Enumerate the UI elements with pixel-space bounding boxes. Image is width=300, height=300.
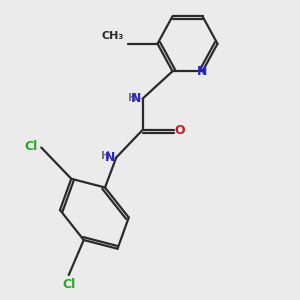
Text: H: H <box>101 151 111 161</box>
Text: Cl: Cl <box>24 140 38 153</box>
Text: N: N <box>105 151 115 164</box>
Text: N: N <box>131 92 141 105</box>
Text: CH₃: CH₃ <box>101 31 124 41</box>
Text: H: H <box>128 92 137 103</box>
Text: Cl: Cl <box>62 278 75 290</box>
Text: O: O <box>175 124 185 136</box>
Text: N: N <box>197 65 208 78</box>
